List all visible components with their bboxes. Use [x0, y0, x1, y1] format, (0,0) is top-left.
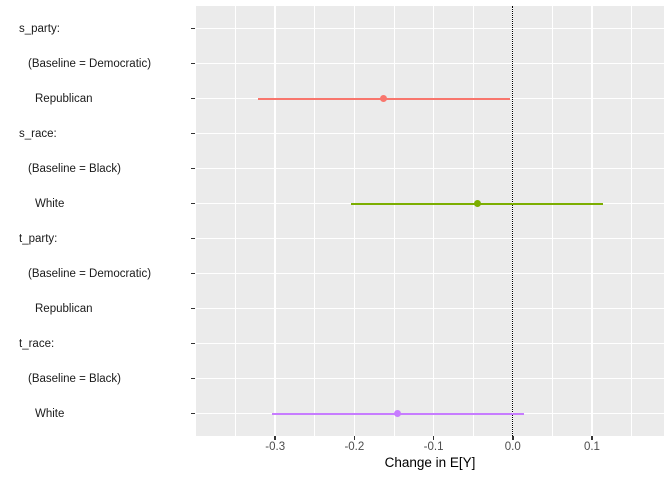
gridline-y [196, 167, 664, 170]
gridline-major-x [432, 6, 435, 436]
y-axis-label: White [35, 197, 65, 210]
gridline-y [196, 237, 664, 240]
y-axis-label: t_race: [19, 337, 55, 350]
gridline-y [196, 62, 664, 65]
y-axis-label: Republican [35, 302, 93, 315]
y-axis-tick [191, 27, 195, 30]
y-axis-label: (Baseline = Democratic) [28, 57, 152, 70]
gridline-major-x [274, 6, 276, 436]
gridline-y [196, 27, 664, 30]
zero-reference-line [512, 6, 513, 436]
gridline-y [196, 132, 664, 135]
y-axis-tick [191, 377, 195, 380]
y-axis-tick [191, 62, 195, 65]
gridline-y [196, 377, 664, 380]
x-tick-label: 0.1 [583, 441, 600, 453]
x-axis-title: Change in E[Y] [384, 455, 476, 470]
y-axis-label: s_party: [19, 22, 60, 35]
y-axis-label: s_race: [19, 127, 57, 140]
y-axis-tick [191, 167, 195, 170]
gridline-minor-x [472, 6, 474, 436]
y-axis-label: Republican [35, 92, 93, 105]
y-axis-tick [191, 132, 195, 135]
gridline-y [196, 342, 664, 345]
y-axis-tick [191, 272, 195, 275]
gridline-major-x [353, 6, 356, 436]
x-axis-tick [511, 436, 514, 440]
gridline-minor-x [551, 6, 553, 436]
x-axis-tick [432, 436, 435, 440]
gridline-minor-x [631, 6, 633, 436]
y-axis-label: (Baseline = Black) [28, 162, 121, 175]
y-axis-tick [191, 202, 195, 205]
y-axis-label: White [35, 407, 65, 420]
x-axis-tick [353, 436, 356, 440]
gridline-major-x [591, 6, 593, 436]
gridline-minor-x [393, 6, 395, 436]
estimate-point [474, 200, 482, 207]
y-axis-tick [191, 97, 195, 100]
x-axis-tick [591, 436, 593, 440]
x-tick-label: -0.2 [344, 441, 365, 453]
y-axis-tick [191, 237, 195, 240]
x-tick-label: 0.0 [504, 441, 521, 453]
y-axis-tick [191, 307, 195, 310]
x-tick-label: -0.3 [265, 441, 286, 453]
y-axis-label: (Baseline = Democratic) [28, 267, 152, 280]
x-tick-label: -0.1 [423, 441, 444, 453]
y-axis-label: (Baseline = Black) [28, 372, 121, 385]
gridline-minor-x [235, 6, 237, 436]
y-axis-tick [191, 342, 195, 345]
plot-panel [196, 6, 664, 436]
y-axis-label: t_party: [19, 232, 58, 245]
x-axis-tick [274, 436, 276, 440]
gridline-minor-x [314, 6, 316, 436]
estimate-point [394, 410, 402, 417]
y-axis-tick [191, 412, 195, 415]
estimate-point [380, 95, 388, 102]
gridline-y [196, 272, 664, 275]
gridline-y [196, 307, 664, 310]
